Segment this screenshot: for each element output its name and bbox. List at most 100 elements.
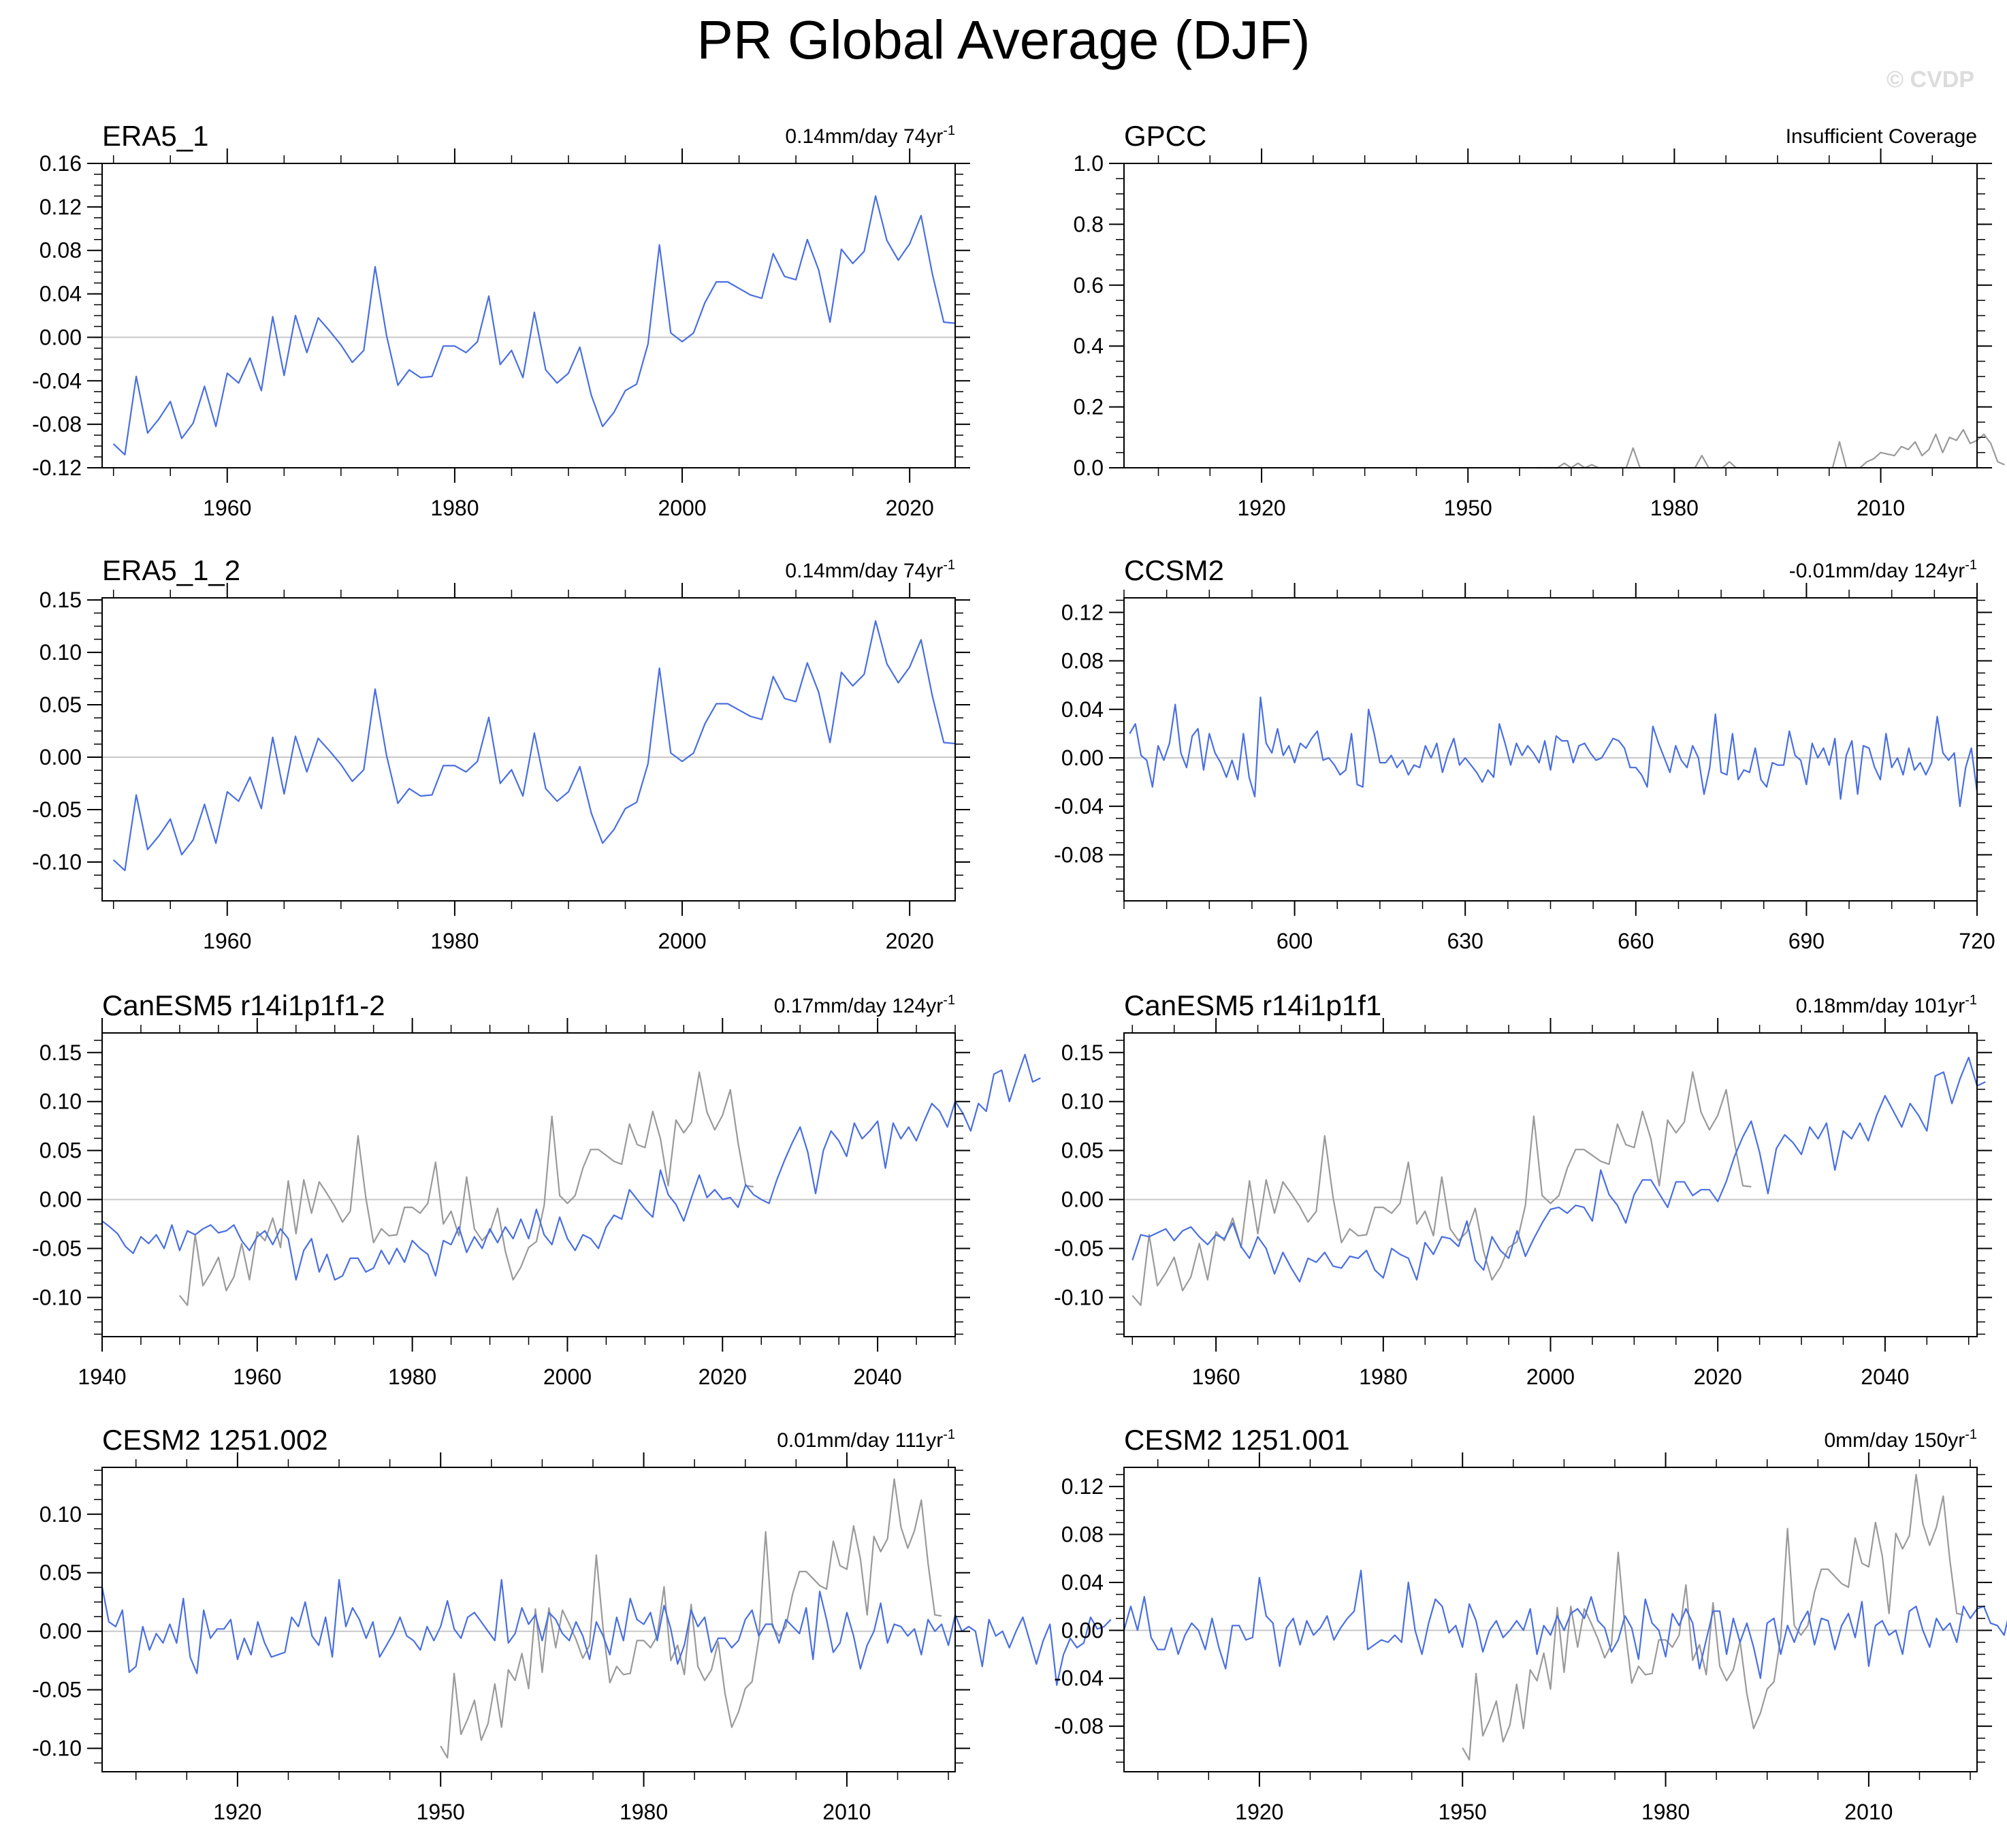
x-tick-label: 1980 [1641, 1800, 1690, 1824]
x-tick-label: 1950 [1439, 1800, 1487, 1824]
panel-1: ERA5_1 0.14mm/day 74yr-1 -0.12 -0.08 -0.04 0.… [32, 120, 970, 520]
x-tick-label: 1920 [213, 1800, 261, 1824]
y-tick-label: 0.10 [39, 1089, 82, 1114]
y-tick-label: 0.15 [39, 1040, 82, 1065]
x-tick-label: 1980 [430, 929, 479, 953]
plot-frame [101, 1467, 956, 1772]
panel-title: ERA5_1 [102, 120, 208, 152]
model-series-line [101, 1053, 1041, 1281]
y-tick-label: 0.05 [1061, 1138, 1104, 1163]
y-tick-label: -0.08 [1054, 1714, 1104, 1738]
x-tick-label: 1940 [78, 1365, 126, 1389]
y-tick-label: -0.05 [32, 797, 82, 822]
panel-title: GPCC [1124, 120, 1206, 152]
y-tick-label: 0.12 [1061, 1474, 1104, 1499]
y-tick-label: 0.00 [39, 745, 82, 769]
panel-8: CESM2 1251.001 0mm/day 150yr-1 -0.08 -0.04 0… [1054, 1424, 2007, 1824]
y-tick-label: 0.4 [1074, 334, 1104, 358]
y-tick-label: 0.15 [39, 588, 82, 612]
y-tick-label: -0.10 [32, 850, 82, 874]
y-tick-label: -0.08 [32, 412, 82, 436]
y-tick-label: 0.04 [39, 282, 82, 306]
panel-6: CanESM5 r14i1p1f1 0.18mm/day 101yr-1 -0.10… [1054, 989, 1992, 1389]
x-tick-label: 2010 [822, 1800, 871, 1824]
y-tick-label: -0.04 [1054, 794, 1104, 818]
y-tick-label: 0.10 [1061, 1089, 1104, 1114]
x-tick-label: 600 [1277, 929, 1313, 953]
panel-trend: -0.01mm/day 124yr-1 [1789, 558, 1977, 582]
x-tick-label: 1950 [1444, 496, 1492, 520]
plot-frame [101, 163, 956, 468]
y-tick-label: 0.10 [39, 640, 82, 665]
obs-series-line [1462, 1473, 1964, 1761]
model-series-line [1123, 1570, 2007, 1679]
obs-series-line [179, 1071, 754, 1307]
panels: ERA5_1 0.14mm/day 74yr-1 -0.12 -0.08 -0.04 0.… [32, 120, 2007, 1824]
panel-title: CESM2 1251.001 [1124, 1424, 1350, 1456]
y-tick-label: 0.8 [1074, 212, 1104, 236]
y-tick-label: -0.10 [32, 1736, 82, 1761]
panel-2: GPCC Insufficient Coverage 0.0 0.2 0.4 0.6 0.8… [1074, 120, 2005, 520]
figure-title: PR Global Average (DJF) [696, 10, 1310, 70]
x-tick-label: 2000 [543, 1365, 592, 1389]
y-tick-label: 0.0 [1074, 456, 1104, 480]
y-tick-label: -0.05 [32, 1237, 82, 1261]
y-tick-label: 0.16 [39, 151, 82, 176]
y-tick-label: -0.10 [32, 1285, 82, 1309]
y-tick-label: 0.08 [1061, 649, 1104, 673]
x-tick-label: 1960 [203, 496, 251, 520]
panel-trend: 0.18mm/day 101yr-1 [1796, 993, 1977, 1017]
y-tick-label: 0.00 [39, 325, 82, 349]
x-tick-label: 1960 [203, 929, 251, 953]
y-tick-label: 0.00 [39, 1619, 82, 1644]
x-tick-label: 2000 [1526, 1365, 1575, 1389]
y-tick-label: 1.0 [1074, 151, 1104, 176]
y-tick-label: 0.04 [1061, 697, 1104, 722]
x-tick-label: 2020 [886, 929, 934, 953]
panel-title: CESM2 1251.002 [102, 1424, 328, 1456]
x-tick-label: 660 [1618, 929, 1654, 953]
panel-title: CanESM5 r14i1p1f1-2 [102, 989, 385, 1021]
obs-series-line [440, 1478, 942, 1759]
y-tick-label: 0.08 [1061, 1523, 1104, 1547]
x-tick-label: 690 [1788, 929, 1825, 953]
x-tick-label: 1920 [1235, 1800, 1283, 1824]
panel-title: CanESM5 r14i1p1f1 [1124, 989, 1381, 1021]
plot-frame [101, 1032, 956, 1337]
y-tick-label: -0.12 [32, 456, 82, 480]
x-tick-label: 2000 [658, 929, 706, 953]
panel-title: CCSM2 [1124, 554, 1224, 586]
x-tick-label: 2040 [853, 1365, 901, 1389]
y-tick-label: 0.6 [1074, 273, 1104, 298]
x-tick-label: 2020 [699, 1365, 747, 1389]
x-tick-label: 1980 [1359, 1365, 1407, 1389]
x-tick-label: 1980 [1650, 496, 1699, 520]
panel-5: CanESM5 r14i1p1f1-2 0.17mm/day 124yr-1 -0.… [32, 989, 1041, 1389]
y-tick-label: 0.00 [1061, 1618, 1104, 1642]
y-tick-label: -0.10 [1054, 1285, 1104, 1309]
y-tick-label: 0.08 [39, 238, 82, 263]
panel-4: CCSM2 -0.01mm/day 124yr-1 -0.08 -0.04 0.00 0.… [1054, 554, 1995, 953]
model-series-line [1129, 696, 1978, 808]
x-tick-label: 630 [1447, 929, 1483, 953]
x-tick-label: 1950 [417, 1800, 465, 1824]
model-series-line [1131, 1056, 1986, 1283]
panel-7: CESM2 1251.002 0.01mm/day 111yr-1 -0.10 -0.… [32, 1424, 1112, 1824]
y-tick-label: 0.10 [39, 1502, 82, 1527]
plot-frame [1123, 1032, 1978, 1337]
panel-trend: 0.14mm/day 74yr-1 [785, 558, 955, 582]
x-tick-label: 2010 [1844, 1800, 1893, 1824]
panel-trend: 0.01mm/day 111yr-1 [777, 1427, 955, 1452]
x-tick-label: 2010 [1857, 496, 1905, 520]
obs-series-line [1131, 1071, 1752, 1307]
panel-trend: 0.17mm/day 124yr-1 [774, 993, 955, 1017]
y-tick-label: 0.04 [1061, 1570, 1104, 1595]
x-tick-label: 1920 [1238, 496, 1286, 520]
panel-trend: Insufficient Coverage [1786, 125, 1977, 148]
y-tick-label: -0.05 [1054, 1237, 1104, 1261]
model-series-line [101, 1578, 1112, 1686]
x-tick-label: 1980 [388, 1365, 436, 1389]
y-tick-label: -0.08 [1054, 842, 1104, 867]
y-tick-label: 0.05 [39, 1561, 82, 1585]
